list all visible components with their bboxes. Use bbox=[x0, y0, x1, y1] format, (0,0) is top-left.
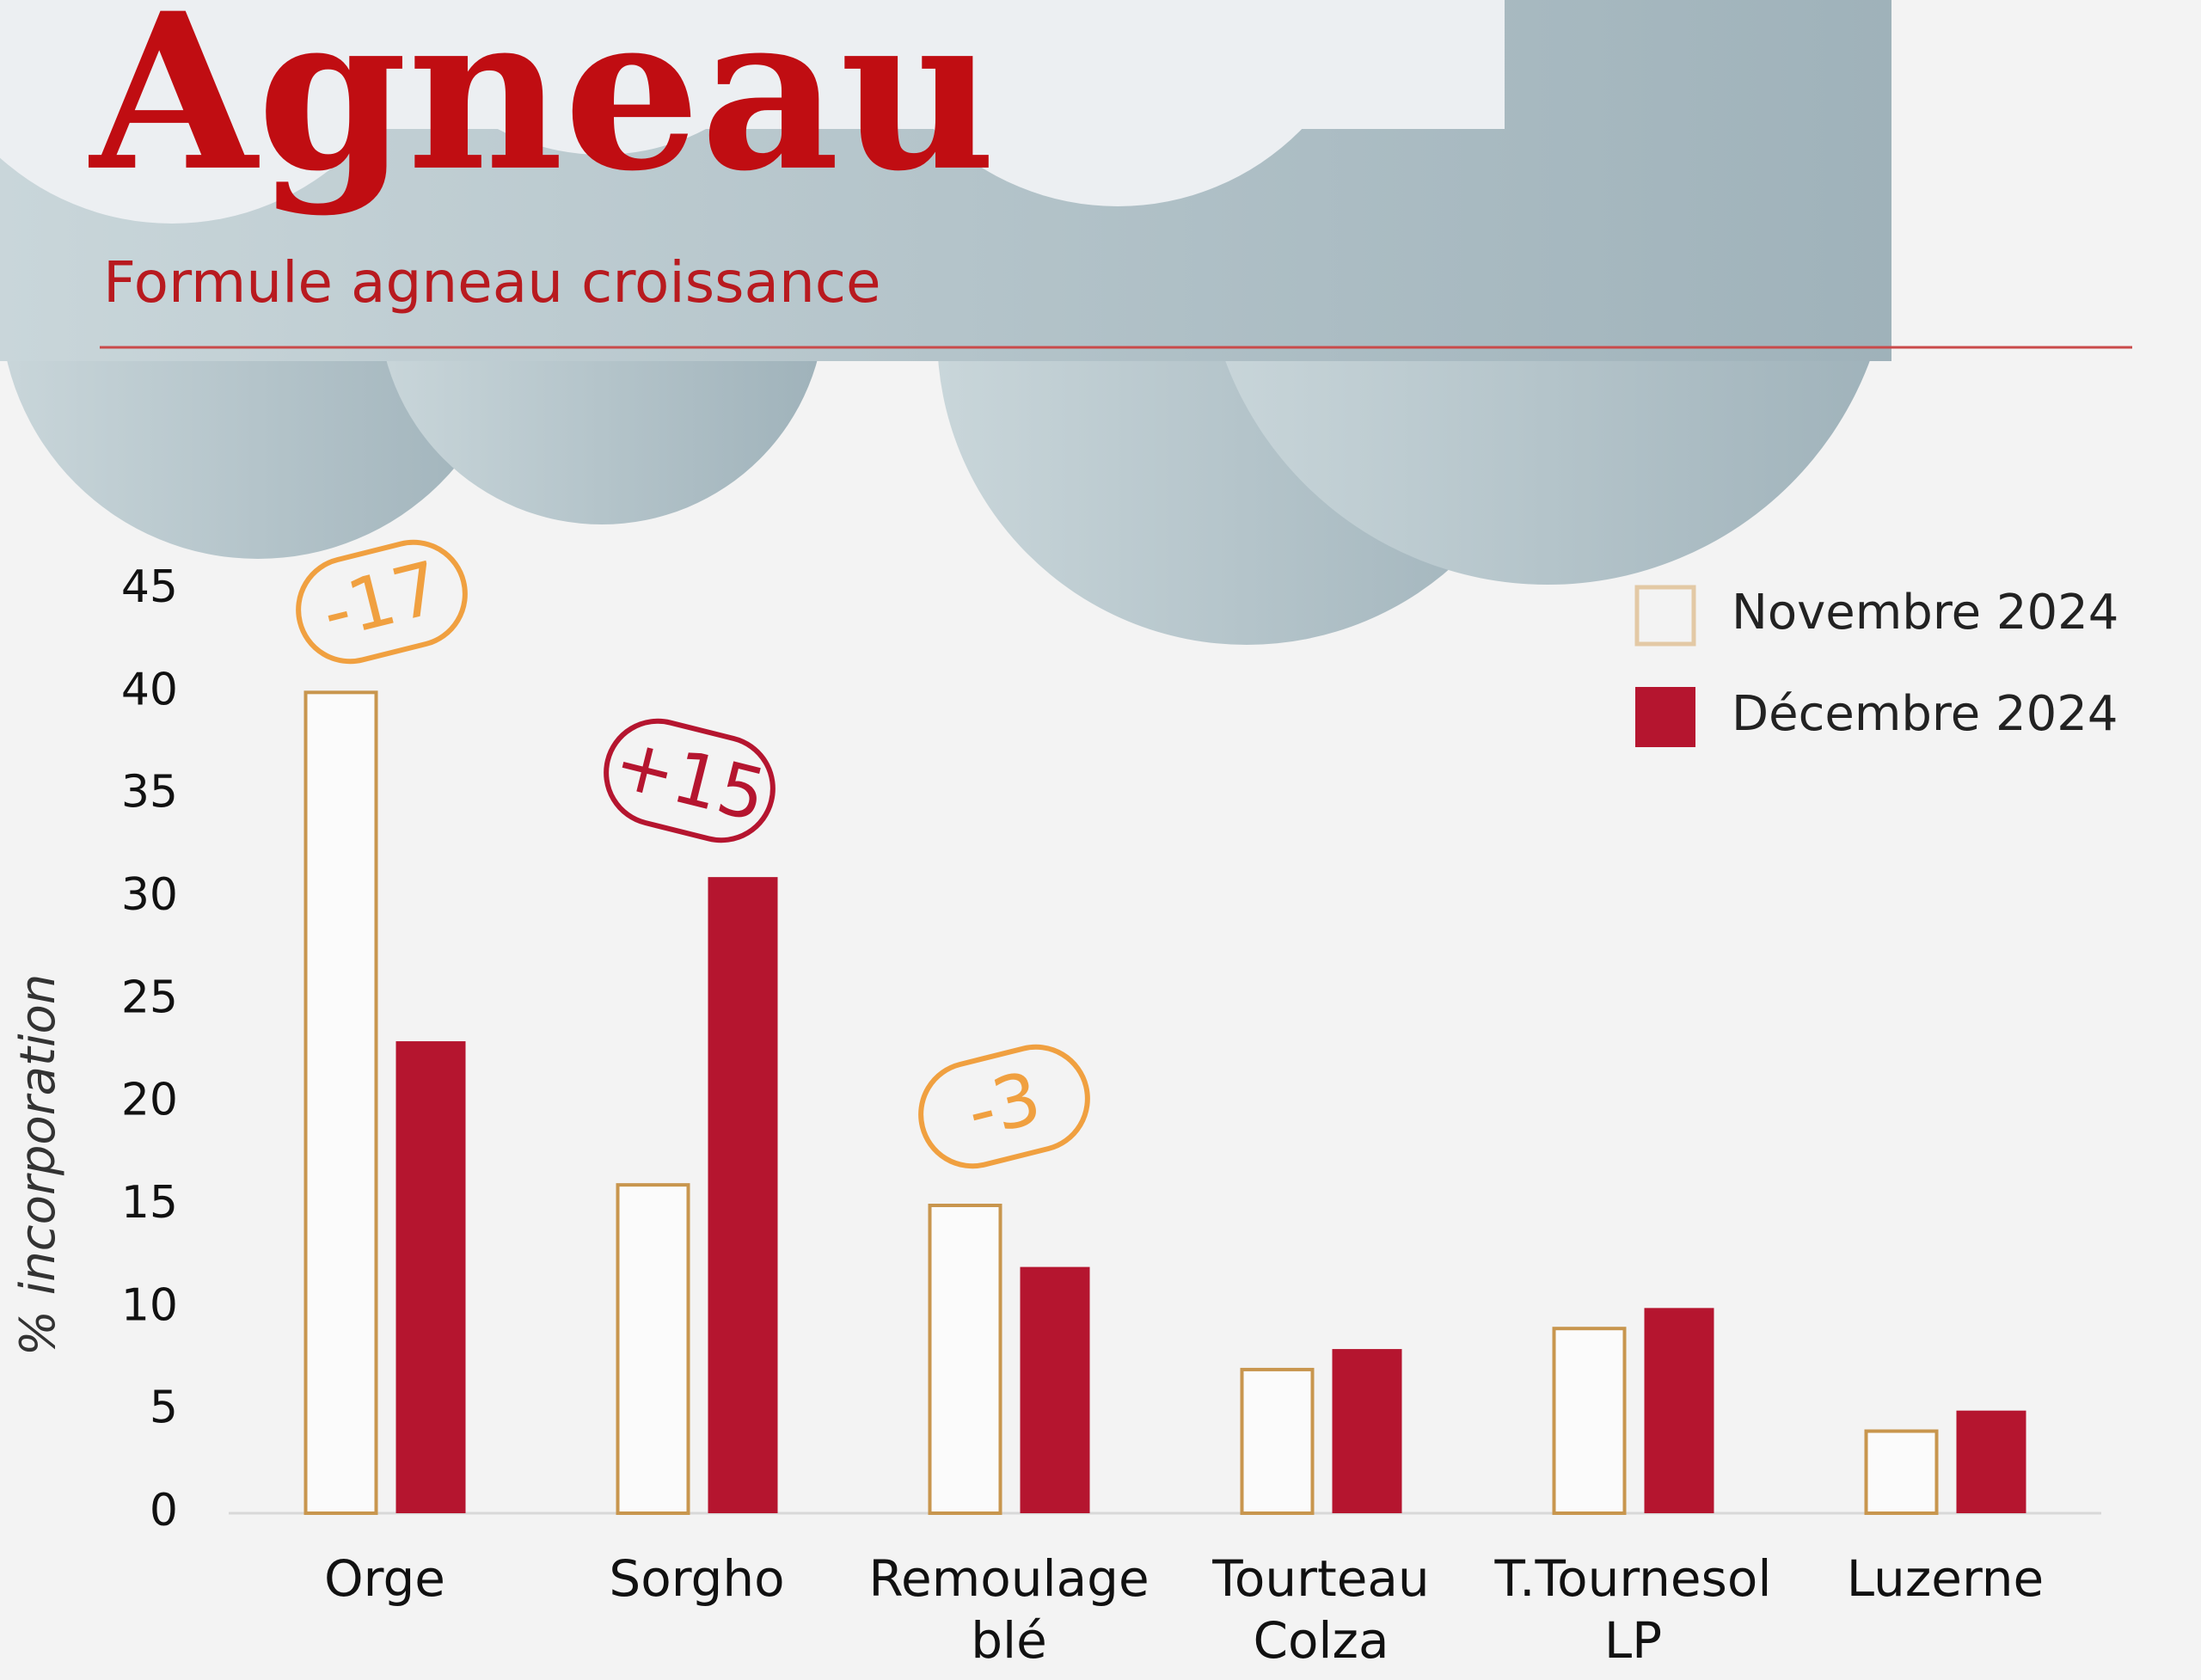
y-tick-label: 40 bbox=[121, 664, 178, 715]
legend-label: Novembre 2024 bbox=[1732, 585, 2118, 641]
bar bbox=[1020, 1266, 1090, 1513]
y-tick-label: 15 bbox=[121, 1177, 178, 1229]
bar bbox=[708, 877, 778, 1513]
y-tick-label: 0 bbox=[150, 1485, 178, 1536]
bar bbox=[1552, 1327, 1627, 1515]
annotation-badge bbox=[918, 1044, 1090, 1169]
bar bbox=[1332, 1349, 1402, 1513]
bar bbox=[616, 1183, 690, 1515]
x-tick-label: Sorgho bbox=[609, 1549, 784, 1608]
x-tick-label: Tourteau Colza bbox=[1211, 1549, 1429, 1670]
y-tick-label: 20 bbox=[121, 1075, 178, 1126]
x-tick-label: Luzerne bbox=[1847, 1549, 2044, 1608]
y-tick-label: 10 bbox=[121, 1279, 178, 1331]
bar bbox=[1240, 1367, 1315, 1516]
legend-swatch bbox=[1634, 585, 1696, 647]
chart-title: Agneau bbox=[89, 0, 996, 218]
bar bbox=[303, 690, 378, 1515]
y-tick-label: 45 bbox=[121, 561, 178, 613]
cloud-highlight bbox=[0, 0, 1505, 224]
y-tick-label: 5 bbox=[150, 1383, 178, 1434]
bar bbox=[395, 1041, 466, 1513]
x-tick-label: Orge bbox=[324, 1549, 445, 1608]
annotation-badge bbox=[296, 539, 468, 665]
bar bbox=[1644, 1308, 1714, 1513]
legend-label: Décembre 2024 bbox=[1732, 686, 2118, 742]
bar bbox=[1864, 1429, 1939, 1515]
x-tick-label: Remoulage blé bbox=[868, 1549, 1149, 1670]
bar bbox=[928, 1204, 1002, 1515]
x-tick-label: T.Tournesol LP bbox=[1494, 1549, 1772, 1670]
y-tick-label: 35 bbox=[121, 767, 178, 819]
y-axis-label: % incorporation bbox=[10, 974, 66, 1357]
annotation-badge bbox=[604, 718, 776, 843]
chart-subtitle: Formule agneau croissance bbox=[103, 249, 881, 316]
bar bbox=[1956, 1410, 2026, 1513]
legend-swatch bbox=[1635, 687, 1695, 747]
y-tick-label: 25 bbox=[121, 972, 178, 1023]
y-tick-label: 30 bbox=[121, 869, 178, 921]
